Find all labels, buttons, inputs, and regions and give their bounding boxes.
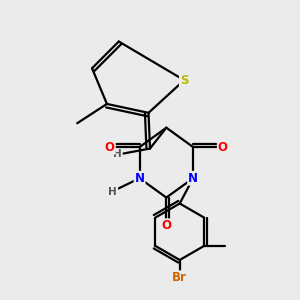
Text: H: H [113, 149, 122, 160]
Text: O: O [218, 140, 228, 154]
Text: O: O [161, 219, 171, 232]
Text: O: O [105, 140, 115, 154]
Text: N: N [135, 172, 145, 185]
Text: H: H [109, 187, 117, 196]
Text: N: N [188, 172, 198, 185]
Text: Br: Br [172, 271, 187, 284]
Text: S: S [180, 74, 188, 87]
